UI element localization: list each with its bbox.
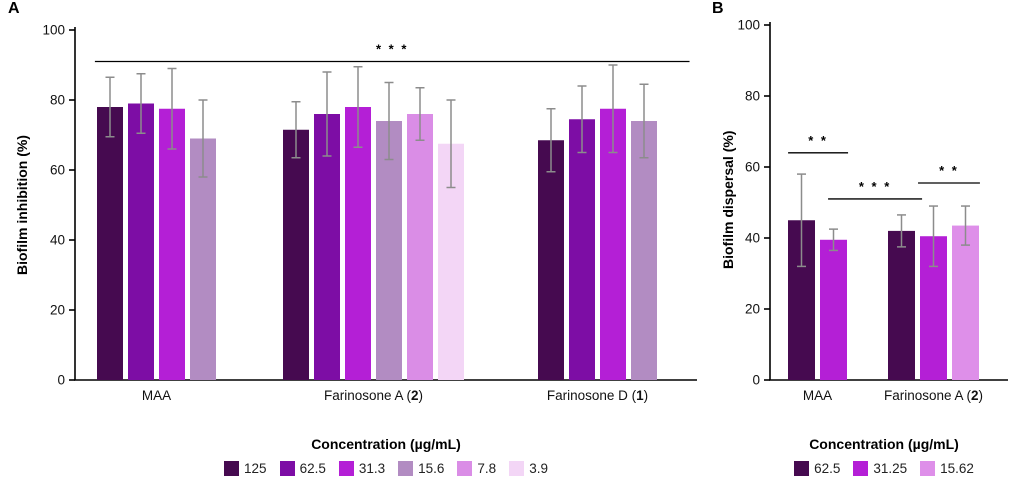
y-tick-label: 80 [50,93,65,108]
error-bar [136,73,146,134]
legend-swatch [457,461,473,476]
bar-farinosone-d-31.3 [600,108,626,380]
legend-item-62.5: 62.5 [279,461,326,476]
error-bar [384,81,394,161]
y-tick-label: 20 [50,303,65,318]
group-label: MAA [142,388,171,403]
error-bar [415,87,425,141]
bar-farinosone-d-15.6 [631,121,657,380]
y-tick-label: 20 [745,302,760,317]
error-bar [929,205,938,268]
group-label: MAA [803,388,832,403]
legend-item-15.62: 15.62 [920,461,974,476]
bar-maa-31.25 [820,239,847,380]
significance-stars: * * [808,133,828,148]
bar-farinosone-d-125 [538,140,564,380]
panel-b: B Biofilm dispersal (%) 0 20 40 60 80 100 MAA F… [700,0,1024,495]
legend-swatch [224,461,240,476]
bar-maa-15.6 [190,138,216,380]
group-label: Farinosone A (2) [884,388,983,403]
panel-b-letter: B [712,0,724,17]
y-tick-label: 100 [737,18,760,33]
legend-label: 125 [244,461,267,476]
bar-maa-125 [97,107,123,380]
error-bar [577,85,587,154]
error-bar [198,99,208,178]
error-bar [105,76,115,138]
panel-b-legend: 62.5 31.25 15.62 [760,461,1008,476]
error-bar [322,71,332,157]
legend-item-3.9: 3.9 [509,461,548,476]
legend-label: 31.25 [873,461,908,476]
bar-farinosone-a-7.8 [407,114,433,380]
y-tick-label: 0 [752,373,760,388]
legend-label: 7.8 [477,461,497,476]
legend-swatch [853,461,869,476]
legend-swatch [509,461,525,476]
legend-label: 62.5 [299,461,326,476]
error-bar [546,108,556,173]
panel-a: A Biofilm inhibition (%) 0 20 40 60 80 100 MAA… [8,0,697,476]
legend-label: 31.3 [358,461,386,476]
error-bar [608,64,618,154]
legend-item-7.8: 7.8 [457,461,496,476]
y-tick-label: 0 [57,373,65,388]
error-bar [167,67,177,150]
error-bar [446,99,456,189]
legend-item-62.5: 62.5 [794,461,840,476]
legend-item-15.6: 15.6 [398,461,444,476]
y-tick-label: 80 [745,89,760,104]
group-label: Farinosone A (2) [324,388,423,403]
significance-stars: * * [939,163,959,178]
bar-farinosone-a-125 [283,129,309,380]
bar-farinosone-a-15.62 [952,225,979,380]
legend-swatch [338,461,354,476]
significance-stars: * * * [859,179,891,194]
bar-farinosone-d-62.5 [569,119,595,380]
y-tick-label: 100 [42,23,65,38]
legend-label: 15.6 [418,461,445,476]
bar-maa-31.3 [159,108,185,380]
legend-item-31.25: 31.25 [853,461,907,476]
legend-label: 15.62 [940,461,974,476]
legend-item-125: 125 [224,461,267,476]
bar-farinosone-a-62.5 [314,114,340,380]
y-tick-label: 40 [745,231,760,246]
error-bar [353,66,363,148]
panel-b-plot: 0 20 40 60 80 100 MAA Farinosone A (2) * * * * * *… [737,18,1008,403]
panel-a-x-axis-title: Concentration (µg/mL) [311,436,461,452]
legend-label: 3.9 [529,461,548,476]
legend-swatch [794,461,810,476]
legend-label: 62.5 [814,461,841,476]
legend-item-31.3: 31.3 [338,461,386,476]
error-bar [639,83,649,159]
panel-b-x-axis-title: Concentration (µg/mL) [809,436,959,452]
significance-stars: * * * [376,42,408,57]
legend-swatch [398,461,414,476]
panel-a-legend: 125 62.5 31.3 15.6 7.8 3.9 [75,461,697,476]
group-label: Farinosone D (1) [547,388,648,403]
error-bar [897,214,906,248]
error-bar [797,173,806,268]
y-tick-label: 60 [50,163,65,178]
error-bar [961,205,970,246]
panel-a-plot: 0 20 40 60 80 100 MAA Farinosone A (2) Farinoson… [42,23,697,403]
legend-swatch [279,461,295,476]
bar-maa-62.5 [128,103,154,380]
error-bar [829,228,838,252]
error-bar [291,101,301,159]
bar-farinosone-a-62.5 [888,230,915,380]
bar-farinosone-a-15.6 [376,121,402,380]
legend-swatch [920,461,936,476]
y-tick-label: 60 [745,160,760,175]
bar-farinosone-a-31.3 [345,107,371,380]
panel-a-letter: A [8,0,20,17]
y-tick-label: 40 [50,233,65,248]
